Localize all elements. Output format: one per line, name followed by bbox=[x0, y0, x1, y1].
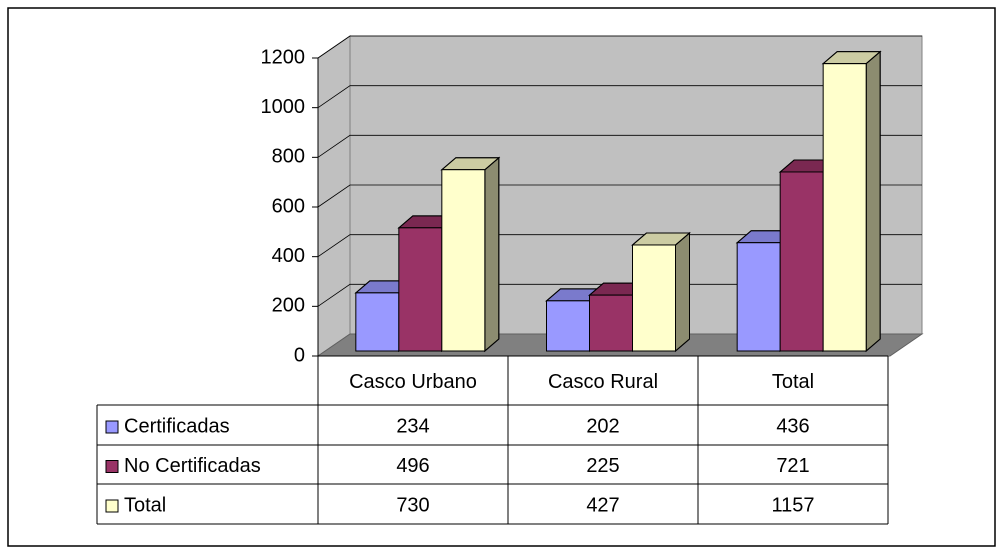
y-tick-label: 1200 bbox=[261, 46, 306, 68]
y-tick-label: 400 bbox=[272, 245, 305, 267]
bar-side-shade bbox=[484, 156, 500, 353]
y-tick-label: 1000 bbox=[261, 96, 306, 118]
grid-line bbox=[317, 234, 922, 257]
table-value: 427 bbox=[586, 494, 619, 516]
bar bbox=[355, 292, 400, 352]
bar bbox=[546, 300, 590, 352]
grid-line bbox=[317, 283, 922, 307]
legend-key bbox=[105, 460, 119, 473]
x-tick-label: Casco Urbano bbox=[349, 371, 477, 393]
y-tick-label: 200 bbox=[272, 295, 305, 317]
y-tick-label: 800 bbox=[272, 146, 305, 168]
bar bbox=[779, 171, 824, 352]
table-value: 730 bbox=[396, 494, 429, 516]
x-tick-label: Casco Rural bbox=[548, 371, 658, 393]
bar-side-shade bbox=[675, 231, 690, 353]
legend-key bbox=[105, 499, 119, 513]
bar bbox=[441, 169, 486, 352]
bar bbox=[589, 294, 633, 352]
y-tick-label: 600 bbox=[272, 195, 305, 217]
bar bbox=[398, 227, 443, 352]
legend-label: No Certificadas bbox=[124, 455, 261, 477]
table-value: 1157 bbox=[771, 494, 814, 516]
legend-label: Total bbox=[124, 494, 166, 516]
table-value: 202 bbox=[586, 415, 619, 437]
table-value: 436 bbox=[776, 415, 809, 437]
bar-side-shade bbox=[865, 50, 881, 353]
grid: 0 200 400 600 800 1000 1200 bbox=[261, 35, 922, 366]
data-table: Casco Urbano Casco Rural Total Certificadas… bbox=[96, 355, 889, 525]
legend-key bbox=[105, 420, 119, 434]
bar bbox=[736, 242, 781, 352]
table-value: 721 bbox=[776, 455, 809, 477]
grid-line bbox=[317, 85, 922, 108]
bar bbox=[822, 63, 867, 352]
grid-line bbox=[317, 134, 922, 158]
table-value: 234 bbox=[396, 415, 429, 437]
grid-line bbox=[317, 184, 922, 208]
y-tick-label: 0 bbox=[294, 344, 305, 366]
bar bbox=[632, 244, 676, 352]
table-value: 496 bbox=[396, 455, 429, 477]
grid-line bbox=[317, 35, 922, 59]
x-tick-label: Total bbox=[772, 371, 814, 393]
bars bbox=[354, 50, 882, 353]
table-value: 225 bbox=[586, 455, 619, 477]
legend-label: Certificadas bbox=[124, 415, 230, 437]
